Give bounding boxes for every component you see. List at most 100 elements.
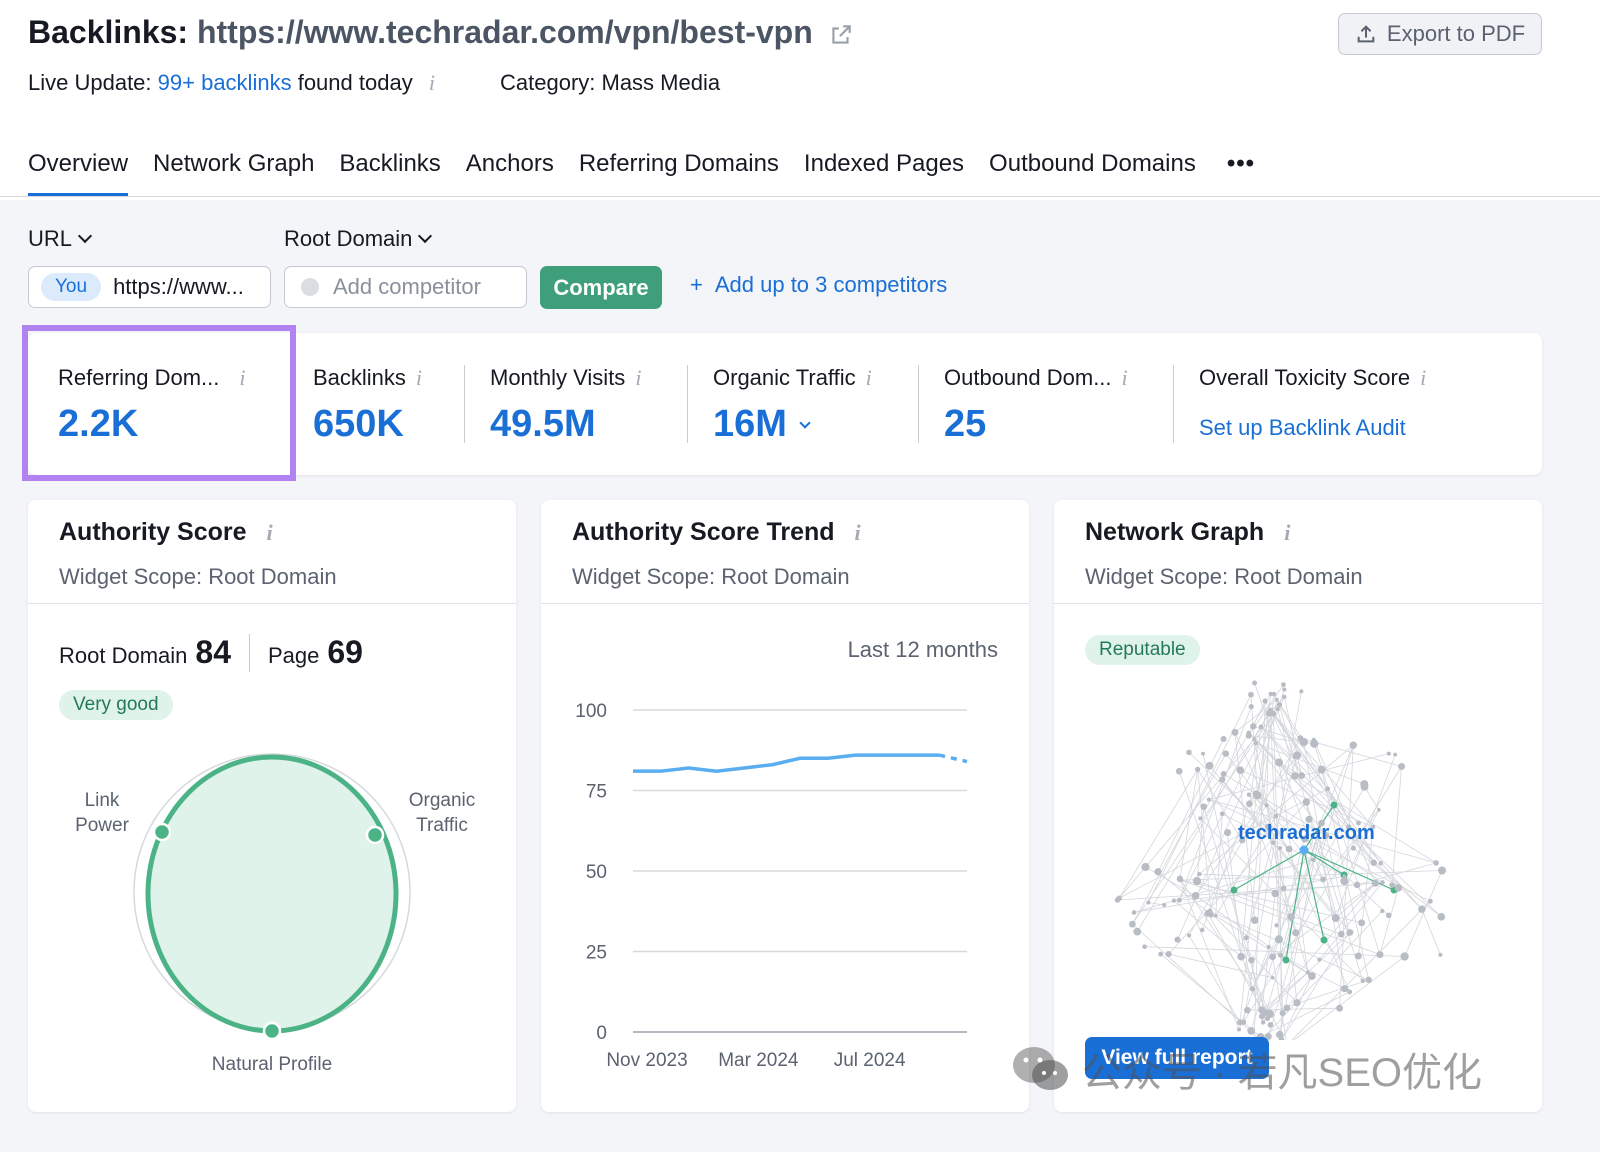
y-tick-label: 0 [596,1023,607,1044]
export-to-pdf-button[interactable]: Export to PDF [1338,13,1542,55]
graph-edge [1243,691,1302,1023]
watermark: 公众号 · 若凡SEO优化 [1010,1040,1482,1098]
graph-edge [1253,700,1266,1040]
view-full-report-button[interactable]: View full report [1085,1037,1269,1079]
chevron-down-icon [77,228,93,244]
info-icon[interactable]: i [239,365,246,390]
tab-bar: Overview Network Graph Backlinks Anchors… [28,150,1256,197]
add-competitors-link[interactable]: + Add up to 3 competitors [690,272,947,298]
graph-node [1200,803,1208,810]
graph-node [1353,881,1361,889]
graph-node [1345,824,1352,830]
graph-edge-highlight [1303,849,1325,941]
live-update-link[interactable]: 99+ backlinks [157,70,292,95]
graph-node [1244,1006,1251,1014]
graph-edge [1132,753,1227,925]
info-icon[interactable]: i [1121,365,1128,390]
network-domain-label: techradar.com [1238,822,1375,844]
graph-node [1246,792,1252,797]
graph-node [1371,824,1376,829]
tab-backlinks[interactable]: Backlinks [339,150,441,177]
score-row: Root Domain 84 Page 69 [59,634,363,672]
graph-edge [1118,788,1328,899]
tab-network-graph[interactable]: Network Graph [153,150,315,177]
title-url-link[interactable]: https://www.techradar.com/vpn/best-vpn [196,14,813,50]
graph-node [1378,860,1384,866]
metric-separator [918,365,919,443]
metrics-bar: Referring Dom... i 2.2K Backlinks i 650K M… [28,333,1542,475]
info-icon[interactable]: i [865,365,872,390]
graph-node [1223,829,1232,837]
graph-node [1271,691,1277,697]
network-graph[interactable] [1054,660,1542,1040]
graph-edge [1266,713,1270,806]
graph-edge [1250,694,1258,796]
metric-value: 25 [944,403,987,445]
url-dropdown[interactable]: URL [28,226,93,252]
graph-edge [1118,769,1199,899]
graph-node [1347,989,1353,995]
chevron-down-icon[interactable] [799,417,811,429]
graph-node [1158,951,1164,957]
tab-anchors[interactable]: Anchors [465,150,554,177]
radar-label-traffic: Traffic [416,815,468,836]
period-label: Last 12 months [847,637,998,662]
graph-node [1418,905,1426,913]
graph-node [1274,923,1279,928]
graph-edge [1278,762,1309,973]
graph-edge [1179,878,1271,1015]
graph-node [1278,1037,1285,1040]
competitor-placeholder: Add competitor [333,274,481,299]
external-link-icon[interactable] [828,22,854,48]
authority-radar-chart: Link Power Organic Traffic Natural Profi… [75,753,475,1075]
root-domain-dropdown[interactable]: Root Domain [284,226,433,252]
info-icon[interactable]: i [266,520,273,545]
setup-backlink-audit-link[interactable]: Set up Backlink Audit [1199,415,1406,440]
tab-referring-domains[interactable]: Referring Domains [578,150,779,177]
info-icon[interactable]: i [1284,520,1291,545]
graph-node [1318,819,1325,827]
graph-node [1219,811,1225,817]
graph-node [1398,762,1406,770]
upload-icon [1357,25,1375,43]
graph-edge [1243,766,1402,1023]
page-title: Backlinks: https://www.techradar.com/vpn… [28,14,854,51]
graph-node [1283,1004,1291,1012]
graph-edge [1279,848,1298,1003]
info-icon[interactable]: i [415,365,423,390]
graph-edge [1195,755,1298,897]
graph-edge [1270,710,1303,776]
more-tabs-icon[interactable]: ••• [1226,150,1256,177]
info-icon[interactable]: i [635,365,642,390]
graph-node [1186,933,1192,938]
compare-button[interactable]: Compare [540,266,662,309]
info-icon[interactable]: i [854,520,861,545]
graph-node [1437,913,1446,921]
graph-node [1197,871,1202,877]
graph-node [1427,898,1433,904]
graph-node [1292,929,1300,937]
graph-node [1192,876,1202,886]
graph-node [1285,845,1293,853]
competitor-input[interactable]: Add competitor [284,266,527,308]
authority-trend-card: Authority Score Trend i Widget Scope: Roo… [541,500,1029,1112]
tab-outbound-domains[interactable]: Outbound Domains [989,150,1196,177]
info-icon[interactable]: i [1420,365,1427,390]
card-divider [541,603,1029,604]
graph-edge [1272,882,1376,958]
graph-edge [1240,956,1285,1040]
graph-node [1220,770,1227,777]
highlight-box [22,325,296,481]
tab-overview[interactable]: Overview [28,150,129,197]
graph-edge [1281,975,1313,1040]
tab-indexed-pages[interactable]: Indexed Pages [803,150,965,177]
graph-node [1389,882,1395,888]
authority-score-card: Authority Score i Widget Scope: Root Doma… [28,500,516,1112]
your-url-field[interactable]: You https://www... [28,266,271,308]
graph-node [1310,857,1316,863]
metric-separator [687,365,688,443]
graph-edge [1357,826,1374,957]
info-icon[interactable]: i [428,70,435,95]
graph-node [1301,835,1309,843]
graph-node [1365,976,1372,984]
